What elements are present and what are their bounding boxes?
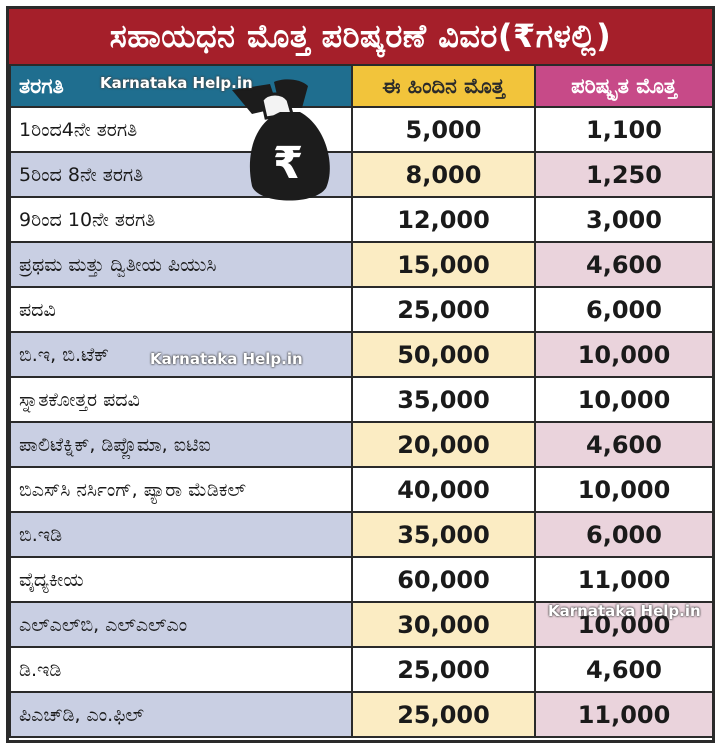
revised-amount-cell: 4,600 bbox=[534, 421, 714, 468]
course-cell: ಸ್ನಾತಕೋತ್ತರ ಪದವಿ bbox=[9, 376, 353, 423]
table-row: ವೈದ್ಯಕೀಯ 60,000 11,000 bbox=[9, 556, 714, 603]
previous-amount-cell: 60,000 bbox=[351, 556, 536, 603]
watermark-label: Karnataka Help.in bbox=[100, 74, 253, 92]
revised-amount-cell: 10,000 bbox=[534, 466, 714, 513]
page-title: ಸಹಾಯಧನ ಮೊತ್ತ ಪರಿಷ್ಕರಣೆ ವಿವರ(₹ಗಳಲ್ಲಿ) bbox=[9, 9, 712, 64]
course-cell: ವೈದ್ಯಕೀಯ bbox=[9, 556, 353, 603]
previous-amount-cell: 15,000 bbox=[351, 241, 536, 288]
course-cell: ಪಿಎಚ್‌ಡಿ, ಎಂ.ಫಿಲ್ bbox=[9, 691, 353, 738]
previous-amount-cell: 25,000 bbox=[351, 286, 536, 333]
previous-amount-cell: 50,000 bbox=[351, 331, 536, 378]
previous-amount-cell: 30,000 bbox=[351, 601, 536, 648]
table-row: ಪದವಿ 25,000 6,000 bbox=[9, 286, 714, 333]
revised-amount-cell: 4,600 bbox=[534, 241, 714, 288]
revised-amount-cell: 10,000 bbox=[534, 376, 714, 423]
svg-text:₹: ₹ bbox=[273, 138, 304, 189]
course-cell: ಡಿ.ಇಡಿ bbox=[9, 646, 353, 693]
course-cell: ಎಲ್‌ಎಲ್‌ಬಿ, ಎಲ್‌ಎಲ್‌ಎಂ bbox=[9, 601, 353, 648]
revised-amount-cell: 3,000 bbox=[534, 196, 714, 243]
table-row: ಬಿ.ಇಡಿ 35,000 6,000 bbox=[9, 511, 714, 558]
watermark-label: Karnataka Help.in bbox=[548, 602, 701, 620]
course-cell: ಪ್ರಥಮ ಮತ್ತು ದ್ವಿತೀಯ ಪಿಯುಸಿ bbox=[9, 241, 353, 288]
revised-amount-cell: 6,000 bbox=[534, 511, 714, 558]
table-row: ಎಲ್‌ಎಲ್‌ಬಿ, ಎಲ್‌ಎಲ್‌ಎಂ 30,000 10,000 bbox=[9, 601, 714, 648]
previous-amount-cell: 5,000 bbox=[351, 106, 536, 153]
table-row: ಬಿ.ಇ, ಬಿ.ಟೆಕ್ 50,000 10,000 bbox=[9, 331, 714, 378]
revised-amount-cell: 10,000 bbox=[534, 601, 714, 648]
previous-amount-cell: 25,000 bbox=[351, 691, 536, 738]
revised-amount-cell: 1,100 bbox=[534, 106, 714, 153]
table-row: ಪ್ರಥಮ ಮತ್ತು ದ್ವಿತೀಯ ಪಿಯುಸಿ 15,000 4,600 bbox=[9, 241, 714, 288]
previous-amount-cell: 20,000 bbox=[351, 421, 536, 468]
course-cell: ಬಿ.ಇ, ಬಿ.ಟೆಕ್ bbox=[9, 331, 353, 378]
course-cell: ಪದವಿ bbox=[9, 286, 353, 333]
course-cell: ಪಾಲಿಟೆಕ್ನಿಕ್, ಡಿಪ್ಲೊಮಾ, ಐಟಿಐ bbox=[9, 421, 353, 468]
table-row: ಡಿ.ಇಡಿ 25,000 4,600 bbox=[9, 646, 714, 693]
revised-amount-cell: 1,250 bbox=[534, 151, 714, 198]
revised-amount-cell: 6,000 bbox=[534, 286, 714, 333]
revised-amount-cell: 11,000 bbox=[534, 691, 714, 738]
revised-amount-cell: 4,600 bbox=[534, 646, 714, 693]
table-row: ಸ್ನಾತಕೋತ್ತರ ಪದವಿ 35,000 10,000 bbox=[9, 376, 714, 423]
table-row: 5ರಿಂದ 8ನೇ ತರಗತಿ 8,000 1,250 bbox=[9, 151, 714, 198]
table-row: 9ರಿಂದ 10ನೇ ತರಗತಿ 12,000 3,000 bbox=[9, 196, 714, 243]
previous-amount-cell: 8,000 bbox=[351, 151, 536, 198]
table-header-row: ತರಗತಿ ಈ ಹಿಂದಿನ ಮೊತ್ತ ಪರಿಷ್ಕೃತ ಮೊತ್ತ bbox=[9, 64, 714, 108]
previous-amount-cell: 40,000 bbox=[351, 466, 536, 513]
previous-amount-cell: 35,000 bbox=[351, 511, 536, 558]
revised-amount-cell: 10,000 bbox=[534, 331, 714, 378]
watermark-label: Karnataka Help.in bbox=[150, 350, 303, 368]
subsidy-table: ತರಗತಿ ಈ ಹಿಂದಿನ ಮೊತ್ತ ಪರಿಷ್ಕೃತ ಮೊತ್ತ 1ರಿಂ… bbox=[9, 64, 714, 738]
subsidy-table-card: ಸಹಾಯಧನ ಮೊತ್ತ ಪರಿಷ್ಕರಣೆ ವಿವರ(₹ಗಳಲ್ಲಿ) ತರಗ… bbox=[6, 6, 715, 743]
table-row: 1ರಿಂದ4ನೇ ತರಗತಿ 5,000 1,100 bbox=[9, 106, 714, 153]
header-revised-amount: ಪರಿಷ್ಕೃತ ಮೊತ್ತ bbox=[534, 64, 714, 108]
course-cell: 9ರಿಂದ 10ನೇ ತರಗತಿ bbox=[9, 196, 353, 243]
course-cell: ಬಿಎಸ್‌ಸಿ ನರ್ಸಿಂಗ್, ಪ್ಯಾರಾ ಮೆಡಿಕಲ್ bbox=[9, 466, 353, 513]
header-previous-amount: ಈ ಹಿಂದಿನ ಮೊತ್ತ bbox=[351, 64, 536, 108]
previous-amount-cell: 35,000 bbox=[351, 376, 536, 423]
revised-amount-cell: 11,000 bbox=[534, 556, 714, 603]
money-bag-icon: ₹ bbox=[232, 79, 330, 201]
table-row: ಪಿಎಚ್‌ಡಿ, ಎಂ.ಫಿಲ್ 25,000 11,000 bbox=[9, 691, 714, 738]
previous-amount-cell: 12,000 bbox=[351, 196, 536, 243]
previous-amount-cell: 25,000 bbox=[351, 646, 536, 693]
table-row: ಪಾಲಿಟೆಕ್ನಿಕ್, ಡಿಪ್ಲೊಮಾ, ಐಟಿಐ 20,000 4,600 bbox=[9, 421, 714, 468]
course-cell: ಬಿ.ಇಡಿ bbox=[9, 511, 353, 558]
table-row: ಬಿಎಸ್‌ಸಿ ನರ್ಸಿಂಗ್, ಪ್ಯಾರಾ ಮೆಡಿಕಲ್ 40,000 1… bbox=[9, 466, 714, 513]
